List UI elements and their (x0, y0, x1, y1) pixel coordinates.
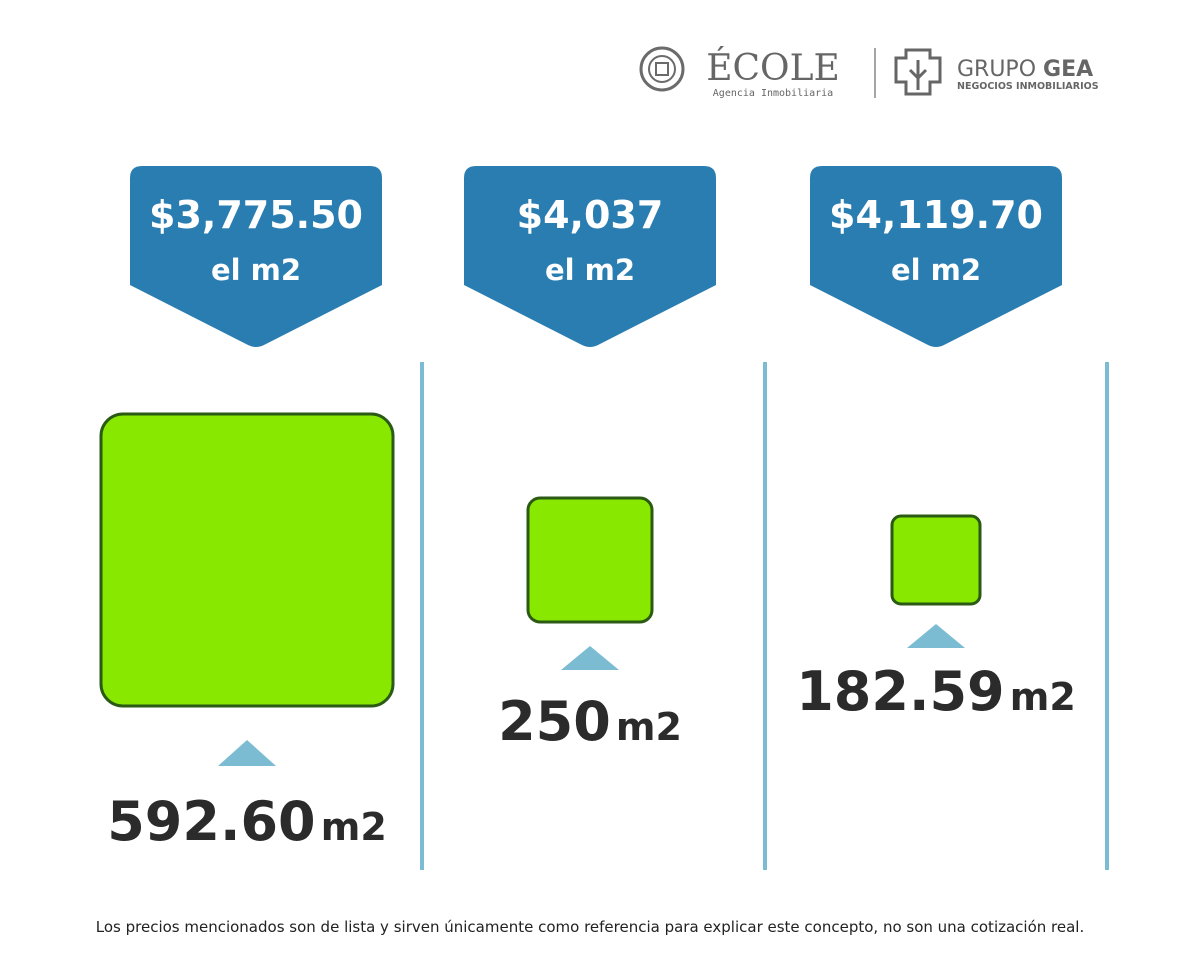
gea-logo: GRUPO GEA NEGOCIOS INMOBILIARIOS (894, 48, 1099, 96)
lot-square (99, 412, 395, 708)
area-value: 592.60 (107, 790, 315, 853)
price-unit: el m2 (891, 253, 981, 287)
brand: ÉCOLE (706, 47, 840, 89)
footer-note: Los precios mencionados son de lista y s… (96, 918, 1084, 936)
panel: $4,119.70 el m2 182.59 m2 (796, 166, 1076, 723)
price: $4,119.70 (829, 193, 1043, 237)
partner-name: GRUPO GEA (957, 57, 1093, 82)
partner-bold: GEA (1043, 57, 1093, 82)
price-banner (130, 166, 382, 347)
area-unit: m2 (616, 705, 682, 749)
area-unit: m2 (1010, 675, 1076, 719)
brand-tagline: Agencia Inmobiliaria (713, 88, 833, 99)
area-value: 250 (498, 690, 611, 753)
lot-square (890, 514, 982, 606)
price: $4,037 (517, 193, 664, 237)
pointer (907, 624, 965, 648)
price-unit: el m2 (545, 253, 635, 287)
dividers (420, 362, 1109, 870)
partner-light: GRUPO (957, 57, 1036, 82)
area-unit: m2 (321, 805, 387, 849)
area: 182.59 m2 (796, 660, 1076, 723)
price-unit: el m2 (211, 253, 301, 287)
area: 592.60 m2 (107, 790, 387, 853)
panel: $4,037 el m2 250 m2 (464, 166, 716, 753)
area-value: 182.59 (796, 660, 1004, 723)
price-banner (810, 166, 1062, 347)
area: 250 m2 (498, 690, 682, 753)
lot-square (526, 496, 654, 624)
pointer (561, 646, 619, 670)
panel: $3,775.50 el m2 592.60 m2 (99, 166, 395, 853)
pointer (218, 740, 276, 766)
partner-tagline: NEGOCIOS INMOBILIARIOS (957, 81, 1099, 92)
ecole-logo: ÉCOLE Agencia Inmobiliaria (639, 46, 840, 99)
price-banner (464, 166, 716, 347)
price: $3,775.50 (149, 193, 363, 237)
